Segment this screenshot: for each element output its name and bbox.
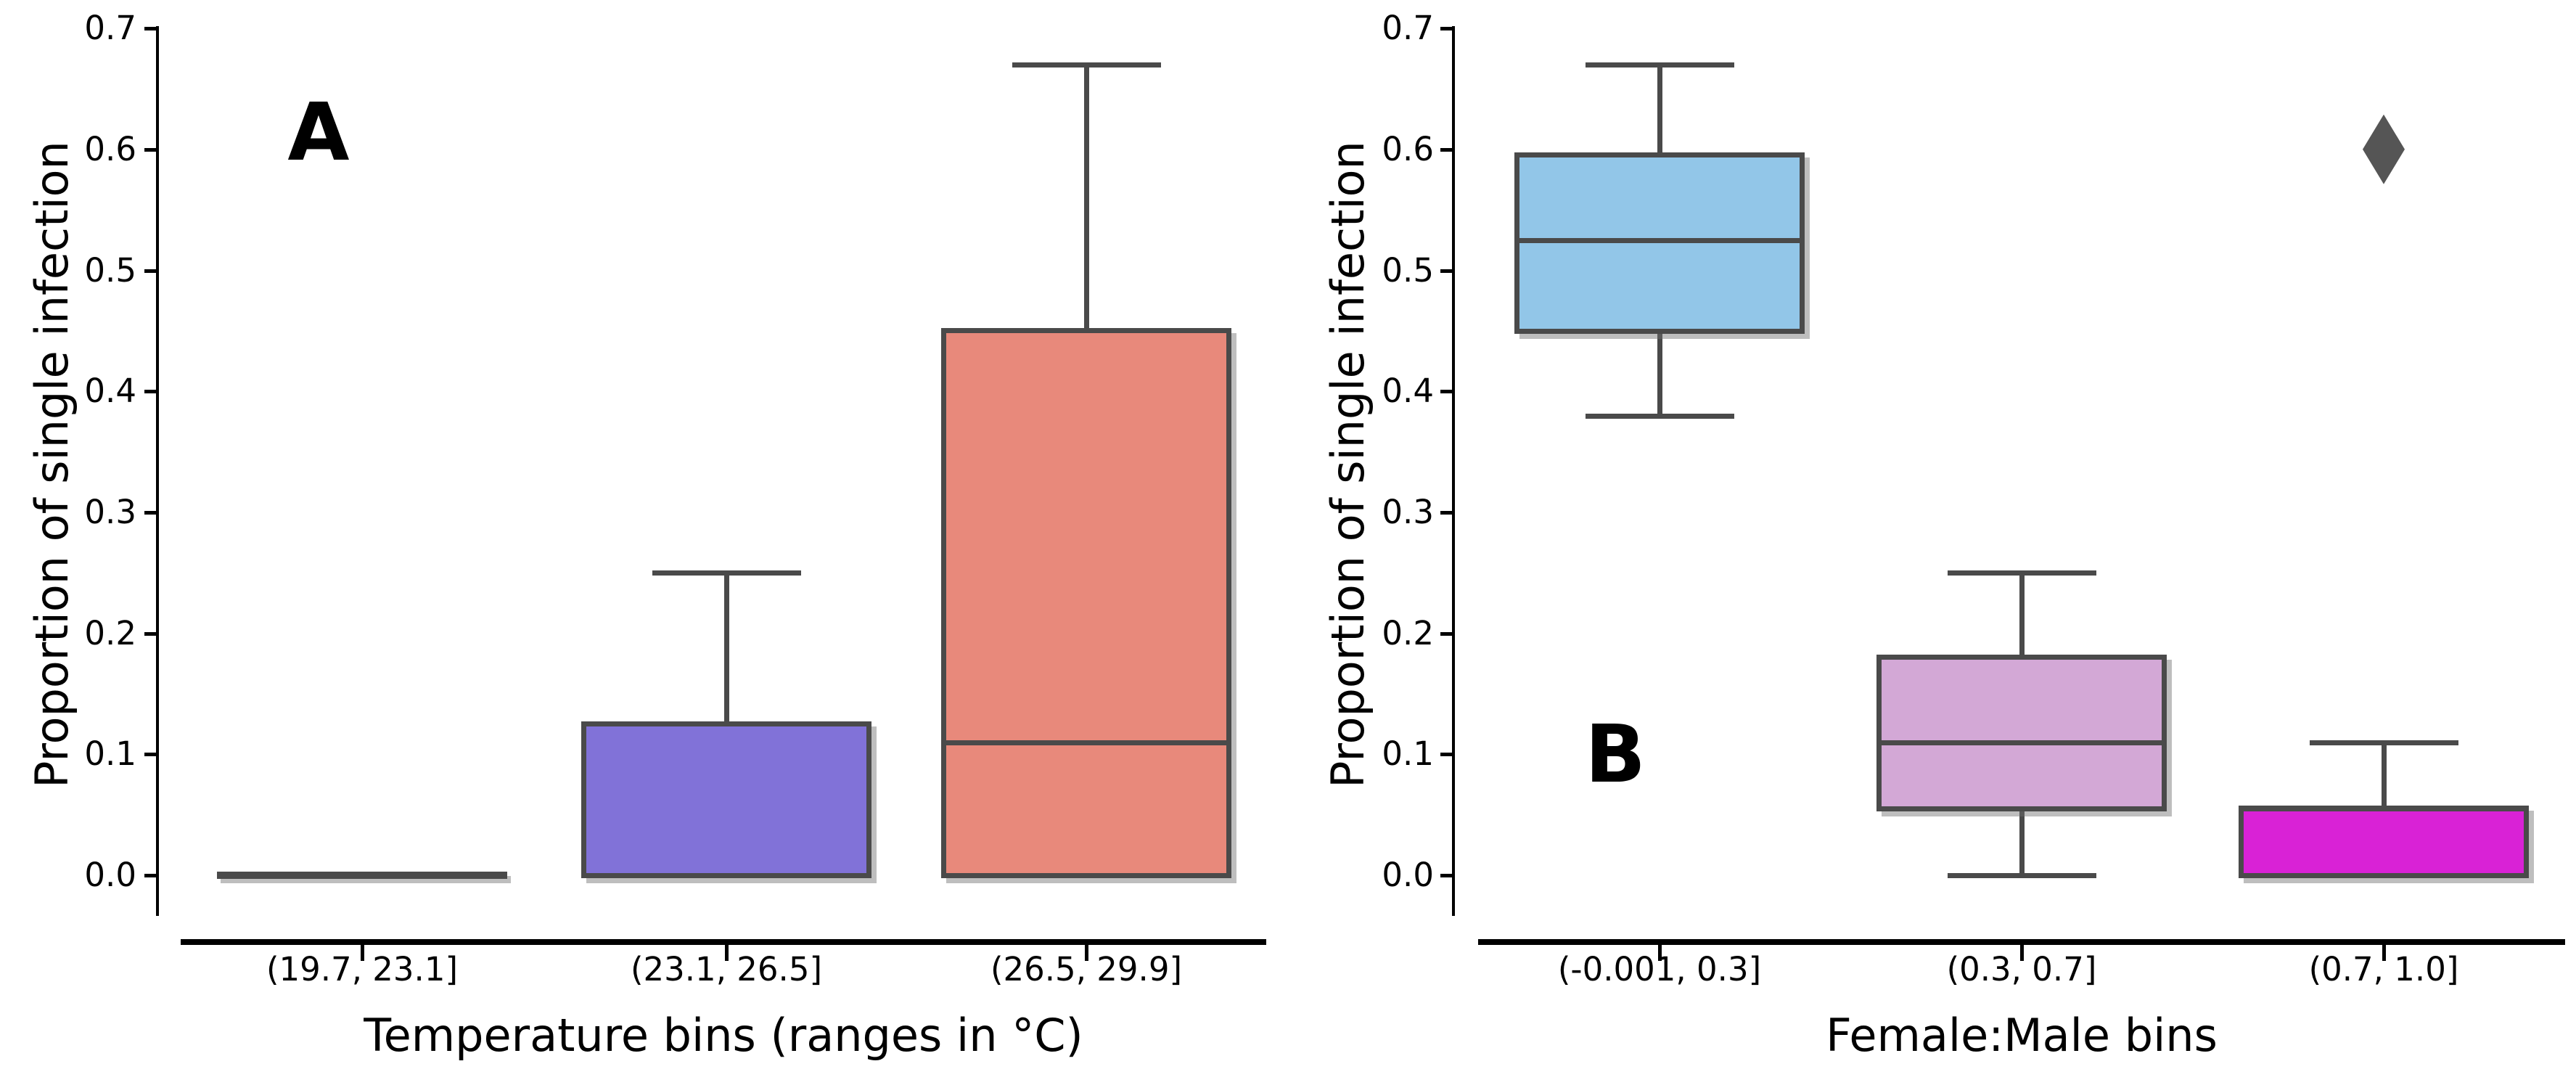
box-b-bin3 bbox=[2239, 806, 2529, 878]
y-tick-mark bbox=[1440, 27, 1452, 31]
y-tick-label: 0.3 bbox=[1382, 492, 1434, 531]
x-tick-mark bbox=[361, 945, 364, 961]
median-line bbox=[946, 740, 1226, 745]
x-tick-label: (0.3, 0.7] bbox=[1946, 950, 2097, 988]
whisker-upper bbox=[1084, 65, 1089, 331]
y-tick-mark bbox=[1440, 510, 1452, 515]
y-tick-label: 0.7 bbox=[84, 9, 136, 48]
whisker-upper bbox=[2382, 742, 2387, 809]
x-axis-line bbox=[1478, 939, 2565, 945]
y-tick-mark bbox=[144, 27, 156, 31]
x-tick-label: (23.1, 26.5] bbox=[630, 950, 823, 988]
y-tick-label: 0.1 bbox=[84, 734, 136, 774]
y-tick-mark bbox=[1440, 269, 1452, 273]
y-tick-label: 0.1 bbox=[1382, 734, 1434, 774]
degenerate-box-a-bin1 bbox=[217, 872, 507, 879]
x-tick-mark bbox=[2382, 945, 2386, 961]
box-a-bin2 bbox=[581, 721, 871, 878]
whisker-cap-upper bbox=[652, 570, 801, 576]
y-axis-spine bbox=[1452, 26, 1455, 916]
y-tick-label: 0.0 bbox=[84, 856, 136, 894]
y-tick-label: 0.4 bbox=[84, 372, 136, 411]
y-tick-label: 0.2 bbox=[84, 613, 136, 652]
y-tick-mark bbox=[1440, 874, 1452, 877]
y-tick-label: 0.6 bbox=[1382, 129, 1434, 168]
y-tick-label: 0.5 bbox=[1382, 250, 1434, 290]
y-tick-label: 0.7 bbox=[1382, 9, 1434, 48]
panel-a-x-axis-label: Temperature bins (ranges in °C) bbox=[364, 1009, 1083, 1062]
y-tick-mark bbox=[1440, 147, 1452, 152]
x-tick-mark bbox=[1085, 945, 1088, 961]
box-a-bin3 bbox=[941, 327, 1231, 878]
x-tick-label: (0.7, 1.0] bbox=[2308, 950, 2459, 988]
y-axis-spine bbox=[156, 26, 159, 916]
y-tick-label: 0.4 bbox=[1382, 372, 1434, 411]
median-line bbox=[586, 873, 866, 878]
whisker-upper bbox=[1657, 65, 1662, 156]
y-tick-mark bbox=[144, 874, 156, 877]
y-tick-label: 0.3 bbox=[84, 492, 136, 531]
x-tick-mark bbox=[1658, 945, 1662, 961]
y-tick-mark bbox=[1440, 390, 1452, 394]
median-line bbox=[1882, 740, 2162, 745]
x-tick-mark bbox=[2020, 945, 2024, 961]
whisker-cap-upper bbox=[1947, 570, 2096, 576]
whisker-cap-upper bbox=[2309, 740, 2458, 745]
box-b-bin1 bbox=[1514, 152, 1805, 334]
median-line bbox=[1519, 237, 1800, 243]
y-tick-label: 0.2 bbox=[1382, 613, 1434, 652]
whisker-upper bbox=[2019, 573, 2025, 658]
panel-b-letter: B bbox=[1585, 708, 1646, 801]
whisker-cap-upper bbox=[1012, 62, 1161, 68]
box-b-bin2 bbox=[1876, 654, 2167, 812]
x-tick-label: (19.7, 23.1] bbox=[266, 950, 459, 988]
whisker-lower bbox=[2019, 808, 2025, 875]
y-tick-mark bbox=[144, 269, 156, 273]
whisker-cap-lower bbox=[1585, 413, 1734, 419]
y-tick-mark bbox=[144, 147, 156, 152]
y-tick-mark bbox=[144, 631, 156, 636]
outlier-diamond bbox=[2363, 114, 2405, 184]
panel-a-letter: A bbox=[287, 86, 350, 179]
whisker-lower bbox=[1657, 330, 1662, 416]
y-tick-mark bbox=[1440, 631, 1452, 636]
x-axis-line bbox=[181, 939, 1266, 945]
y-tick-mark bbox=[144, 510, 156, 515]
median-line bbox=[2244, 806, 2524, 812]
y-tick-mark bbox=[144, 753, 156, 757]
x-tick-label: (26.5, 29.9] bbox=[990, 950, 1183, 988]
y-tick-mark bbox=[1440, 753, 1452, 757]
x-tick-mark bbox=[725, 945, 729, 961]
whisker-cap-lower bbox=[1947, 873, 2096, 878]
whisker-cap-upper bbox=[1585, 62, 1734, 68]
y-tick-label: 0.5 bbox=[84, 250, 136, 290]
panel-b-x-axis-label: Female:Male bins bbox=[1826, 1009, 2218, 1062]
y-tick-label: 0.0 bbox=[1382, 856, 1434, 894]
x-tick-label: (-0.001, 0.3] bbox=[1557, 950, 1762, 988]
whisker-upper bbox=[724, 573, 729, 724]
y-tick-label: 0.6 bbox=[84, 129, 136, 168]
y-tick-mark bbox=[144, 390, 156, 394]
